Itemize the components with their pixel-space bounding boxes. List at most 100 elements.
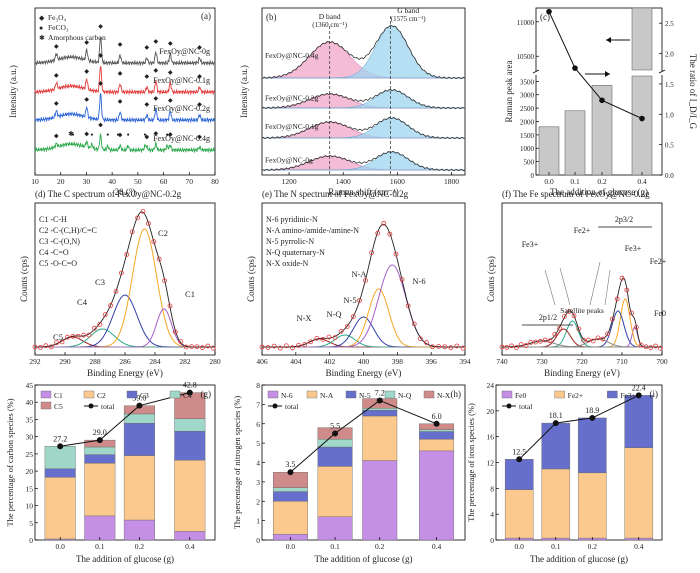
panel-i-total-label: 18.1	[549, 411, 563, 420]
panel-a-fe3o4-marker: ◆	[84, 40, 89, 46]
panel-e-data-point	[259, 344, 265, 350]
panel-f-data-point	[514, 345, 519, 350]
panel-a-fe3o4-marker: ◆	[98, 24, 103, 30]
panel-d-legend-label: C5 -O-C=O	[39, 259, 77, 268]
panel-c-ytick-label: 2500	[520, 105, 535, 113]
panel-h-ytick-label: 8	[256, 381, 260, 390]
panel-c-y2tick-label: 2.5	[665, 20, 674, 28]
panel-a-xtick-label: 70	[186, 177, 194, 186]
panel-e-data-point	[332, 335, 338, 340]
panel-g-xtick-label: 0.0	[56, 542, 66, 551]
panel-i-legend-label: Fe3+	[620, 391, 635, 400]
panel-f-data-point	[643, 344, 649, 350]
panel-c-arrowhead	[606, 37, 611, 43]
panel-g-legend-swatch	[169, 390, 181, 399]
panel-d-xtick-label: 290	[59, 357, 71, 366]
panel-i-bar-segment	[577, 472, 607, 539]
panel-e-xtick-label: 394	[459, 357, 471, 366]
panel-h-xtick-label: 0.4	[432, 542, 442, 551]
panel-b-d-band-label: D band	[319, 12, 341, 21]
panel-e-ylabel: Counts (cps)	[246, 256, 256, 302]
panel-e-xtick-label: 404	[290, 357, 302, 366]
panel-b-g-band-fill	[262, 25, 465, 79]
panel-g-bar-segment	[84, 515, 116, 541]
panel-c-tag: (c)	[540, 12, 550, 22]
panel-i-bar-segment	[541, 468, 571, 539]
panel-h-ytick-label: 4	[256, 459, 260, 468]
panel-a-fe3o4-marker: ◆	[145, 74, 150, 80]
panel-h-tag: (h)	[451, 389, 462, 399]
panel-i-ytick-label: 12	[487, 459, 495, 468]
panel-e-xtick-label: 400	[358, 357, 370, 366]
panel-a-carbon-marker: ✱	[68, 130, 74, 138]
panel-a-fe3o4-marker: ◆	[197, 102, 202, 108]
panel-c-bar	[631, 75, 653, 176]
panel-h-xlabel: The addition of glucose (g)	[315, 554, 413, 564]
panel-d-data-point	[124, 252, 130, 257]
panel-e-title: (e) The N spectrum of FexOy@NC-0.2g	[262, 189, 409, 199]
panel-i-legend-swatch	[554, 390, 565, 399]
panel-d-data-point	[48, 344, 54, 350]
panel-c-y2tick-label: 1.5	[665, 81, 674, 89]
panel-d-data-point	[178, 339, 184, 345]
panel-f-satellite-arrow	[544, 269, 556, 306]
panel-f-data-point	[595, 335, 601, 341]
panel-c-ytick-label: 10500	[517, 53, 535, 61]
panel-d-xtick-label: 282	[179, 357, 191, 366]
panel-e-component-curve	[262, 316, 465, 348]
panel-e-data-point	[308, 339, 314, 345]
panel-e-legend-label: N-6 pyridinic-N	[266, 215, 318, 224]
panel-a-feco3-marker: ●	[127, 133, 130, 138]
panel-h-legend-swatch	[306, 390, 318, 399]
panel-c-y2tick-label: 0.0	[665, 172, 674, 180]
panel-g-bar-segment	[44, 468, 76, 478]
panel-i-total-point	[516, 456, 523, 463]
panel-f-xtick-label: 740	[496, 357, 508, 366]
panel-c-ytick-label: 3000	[520, 92, 535, 100]
panel-h-legend-label: N-Q	[398, 391, 412, 400]
panel-h-total-point	[287, 469, 294, 476]
panel-d-data-point	[183, 344, 189, 350]
panel-a-xtick-label: 30	[83, 177, 91, 186]
panel-g-ytick-label: 0	[29, 536, 33, 545]
panel-e-component-mark: N-A	[351, 269, 367, 279]
panel-a-fe3o4-marker: ◆	[54, 134, 59, 140]
panel-h-legend-swatch	[423, 390, 435, 399]
panel-d-data-point	[97, 321, 103, 327]
panel-e-data-point	[320, 336, 326, 342]
panel-c-xlabel: The addition of glucose (g)	[550, 187, 648, 197]
panel-h-total-label: 7.2	[375, 389, 385, 398]
panel-d-data-point	[102, 312, 108, 318]
panel-e-component-mark: N-5	[343, 295, 356, 305]
panel-e-xtick-label: 398	[392, 357, 404, 366]
panel-g-bar-segment	[123, 455, 155, 521]
panel-c-ytick-label: 1500	[520, 132, 535, 140]
panel-i-total-point	[552, 420, 559, 427]
panel-c-ytick-label: 500	[524, 159, 535, 167]
panel-i-ytick-label: 20	[487, 407, 495, 416]
panel-f-data-point	[614, 296, 620, 302]
panel-a-xtick-label: 50	[134, 177, 142, 186]
panel-d-data-point	[92, 325, 97, 331]
panel-b-trace-label: FexOy@NC-0.2g	[265, 93, 319, 102]
panel-b-xtick-label: 1600	[390, 177, 405, 186]
panel-e-data-point	[387, 231, 393, 237]
panel-d-component-mark: C4	[77, 297, 88, 307]
panel-d-data-point	[119, 270, 124, 276]
panel-g-tag: (g)	[201, 389, 212, 399]
panel-i-legend-total-label: total	[519, 402, 532, 411]
panel-d-data-point	[70, 333, 76, 339]
panel-a-fe3o4-marker: ◆	[118, 99, 123, 105]
panel-g-bar-segment	[84, 454, 116, 464]
panel-d-data-point	[129, 229, 135, 235]
panel-a-fe3o4-marker: ◆	[98, 81, 103, 87]
panel-g-ytick-label: 20	[26, 467, 34, 476]
panel-i-legend-label: Fe2+	[568, 391, 583, 400]
panel-e-data-point	[326, 334, 332, 340]
panel-a-legend-label: Fe₃O₄	[48, 13, 67, 22]
panel-f-data-point	[571, 313, 577, 319]
panel-e-xlabel: Binding Energy (eV)	[326, 368, 402, 378]
panel-a-feco3-marker: ●	[72, 133, 75, 138]
panel-h-bar-segment	[362, 460, 398, 541]
